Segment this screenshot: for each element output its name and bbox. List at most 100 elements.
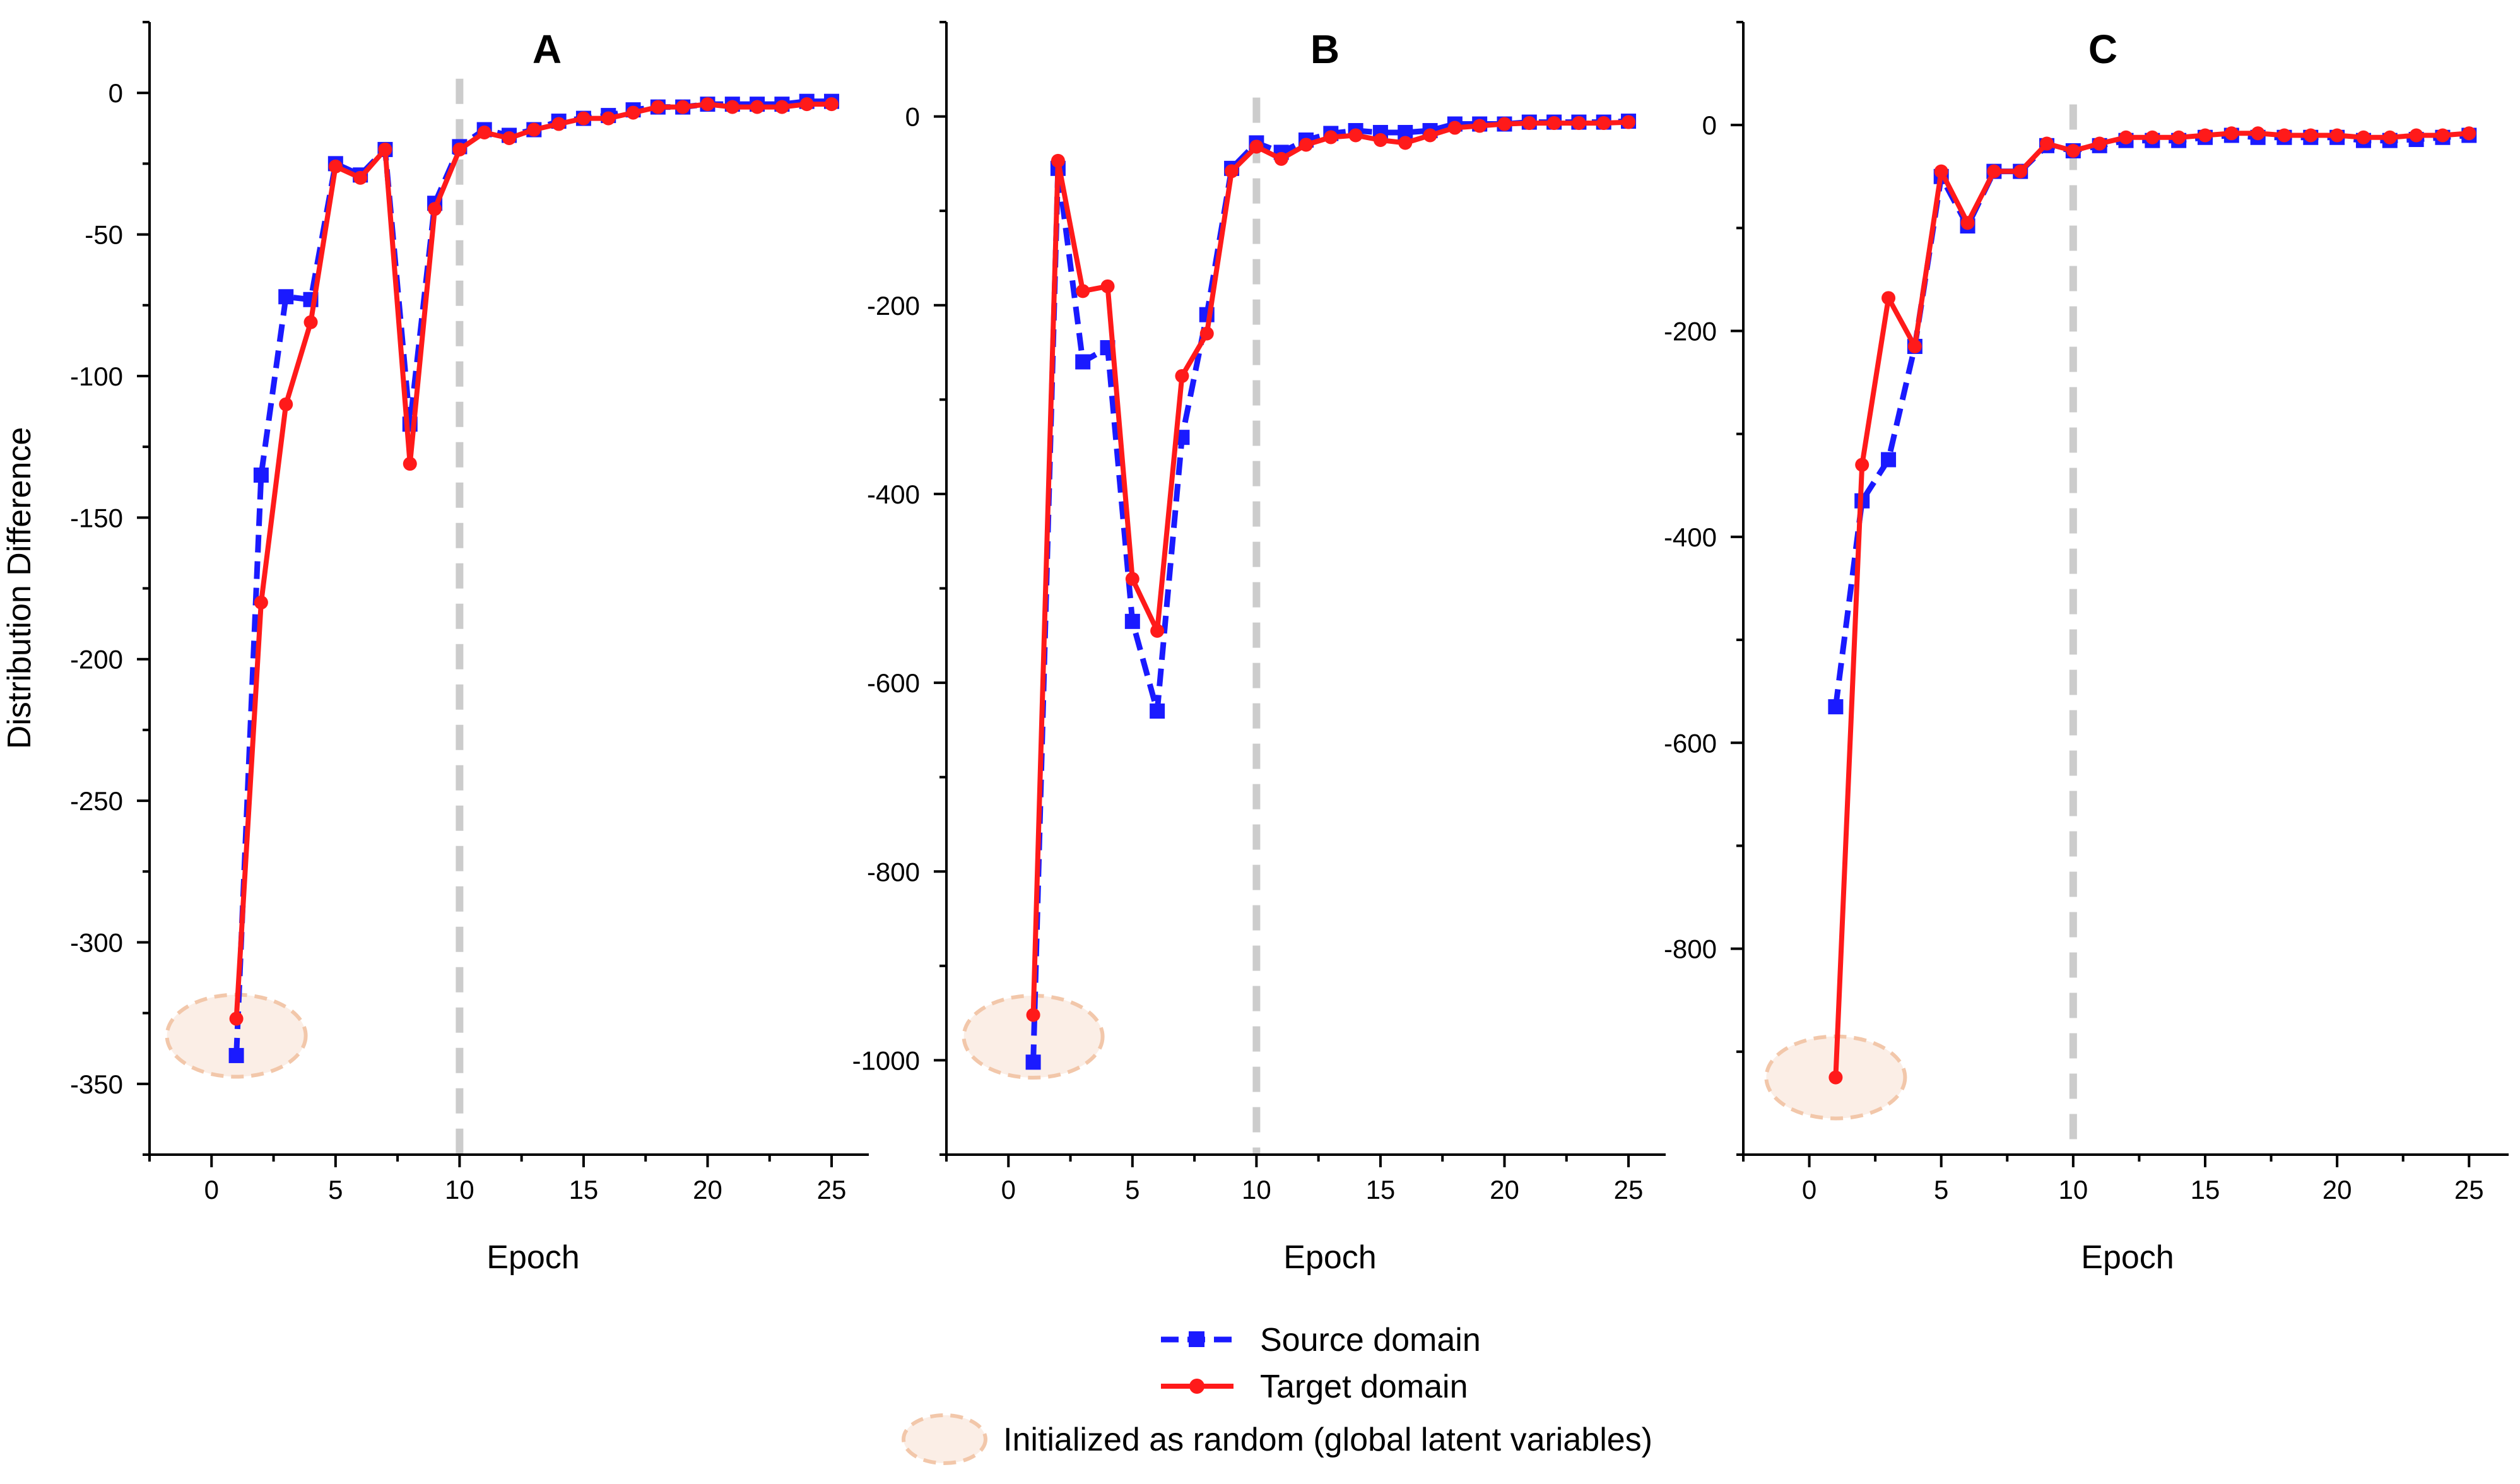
- source-point: [228, 1047, 244, 1063]
- target-point: [626, 105, 640, 120]
- target-point: [576, 111, 591, 126]
- target-point: [1572, 116, 1586, 131]
- source-point: [1828, 699, 1844, 715]
- x-tick-label: 5: [328, 1175, 343, 1204]
- panel-c-x-axis-title: Epoch: [2081, 1239, 2174, 1276]
- target-point: [1249, 139, 1264, 154]
- target-point: [254, 595, 268, 610]
- target-point: [651, 100, 665, 114]
- y-tick-label: 0: [905, 102, 920, 132]
- target-point: [1324, 130, 1338, 144]
- target-point: [1497, 117, 1512, 131]
- target-point: [551, 117, 566, 131]
- series-line-target: [233, 102, 832, 1019]
- target-point: [403, 457, 417, 471]
- panel-b: 0 5 10 15 20 25 0 -200 -400 -600 -800 -1000 B Epoch: [852, 21, 1666, 1276]
- target-point: [2462, 126, 2476, 141]
- y-tick-label: -250: [70, 786, 123, 816]
- panel-a-series: [228, 93, 840, 1063]
- x-tick-label: 20: [2323, 1175, 2352, 1204]
- target-point: [2092, 136, 2107, 151]
- target-point: [1100, 279, 1115, 293]
- panel-a-grid: [165, 78, 464, 1155]
- source-point: [1881, 452, 1897, 468]
- target-point: [1199, 326, 1214, 341]
- x-tick-label: 10: [445, 1175, 474, 1204]
- series-line-source: [1030, 118, 1629, 1063]
- y-tick-label: -200: [1664, 317, 1717, 346]
- legend-item-source: Source domain: [1161, 1322, 1481, 1358]
- panel-c: 0 5 10 15 20 25 0 -200 -400 -600 -800 C Epoch: [1664, 21, 2509, 1276]
- target-point: [452, 142, 467, 156]
- source-point: [1075, 354, 1091, 370]
- series-line-target: [1833, 131, 2470, 1078]
- target-point: [750, 100, 765, 114]
- source-point: [1124, 613, 1140, 629]
- target-point: [725, 100, 739, 114]
- x-tick-label: 15: [569, 1175, 599, 1204]
- x-tick-label: 15: [2191, 1175, 2220, 1204]
- target-point: [2145, 130, 2160, 144]
- panel-b-x-axis-title: Epoch: [1283, 1239, 1376, 1276]
- source-point: [253, 468, 269, 483]
- target-point: [2040, 136, 2054, 151]
- y-tick-label: -800: [867, 857, 920, 886]
- target-point: [353, 170, 368, 185]
- source-point: [278, 289, 294, 305]
- y-tick-label: -400: [867, 480, 920, 509]
- y-tick-label: -100: [70, 362, 123, 391]
- y-tick-label: -600: [867, 668, 920, 698]
- panel-b-grid: [962, 97, 1261, 1155]
- target-point: [825, 97, 839, 112]
- panel-c-grid: [1764, 104, 2077, 1155]
- panel-a-x-axis-title: Epoch: [486, 1239, 579, 1276]
- target-point: [1175, 368, 1189, 383]
- y-tick-label: -50: [85, 220, 123, 250]
- target-point: [1960, 216, 1975, 230]
- y-tick-label: -300: [70, 928, 123, 957]
- target-point: [799, 97, 814, 112]
- source-point: [1025, 1054, 1041, 1070]
- panel-b-axes: 0 5 10 15 20 25 0 -200 -400 -600 -800 -1000: [852, 21, 1666, 1204]
- series-line-source: [1832, 132, 2470, 707]
- target-point: [1522, 116, 1536, 131]
- legend-random-init-label: Initialized as random (global latent var…: [1003, 1422, 1652, 1458]
- panel-c-axes: 0 5 10 15 20 25 0 -200 -400 -600 -800: [1664, 21, 2509, 1204]
- legend: Source domain Target domain Initialized …: [902, 1322, 1652, 1465]
- target-point: [2304, 128, 2318, 143]
- y-tick-label: -400: [1664, 522, 1717, 552]
- square-marker-icon: [1189, 1331, 1204, 1347]
- target-point: [2435, 128, 2450, 143]
- x-tick-label: 0: [1802, 1175, 1816, 1204]
- x-tick-label: 15: [1366, 1175, 1396, 1204]
- target-point: [2013, 164, 2028, 179]
- series-line-target: [1030, 119, 1629, 1015]
- target-point: [2066, 143, 2080, 158]
- y-tick-label: -350: [70, 1069, 123, 1099]
- target-point: [378, 142, 392, 156]
- y-tick-label: 0: [109, 78, 123, 108]
- panel-c-series: [1828, 126, 2477, 1085]
- circle-marker-icon: [1189, 1379, 1204, 1394]
- panel-b-series: [1025, 114, 1637, 1070]
- x-tick-label: 25: [817, 1175, 847, 1204]
- target-point: [700, 97, 715, 112]
- y-tick-label: 0: [1702, 110, 1717, 140]
- target-point: [1622, 115, 1636, 129]
- target-point: [229, 1011, 244, 1026]
- target-point: [1274, 151, 1288, 166]
- target-point: [775, 100, 789, 114]
- target-point: [1855, 457, 1869, 472]
- x-tick-label: 5: [1934, 1175, 1948, 1204]
- x-tick-label: 0: [204, 1175, 219, 1204]
- x-tick-label: 10: [1242, 1175, 1271, 1204]
- target-point: [328, 159, 343, 174]
- panel-a-title: A: [533, 26, 562, 72]
- panel-a: 0 5 10 15 20 25 0 -50 -100 -150 -200 -250 -300 -350 A…: [70, 21, 869, 1276]
- x-tick-label: 25: [2454, 1175, 2484, 1204]
- target-point: [527, 122, 541, 137]
- target-point: [2356, 130, 2370, 144]
- panel-a-axes: 0 5 10 15 20 25 0 -50 -100 -150 -200 -250 -300 -350: [70, 21, 869, 1204]
- target-point: [1125, 572, 1139, 586]
